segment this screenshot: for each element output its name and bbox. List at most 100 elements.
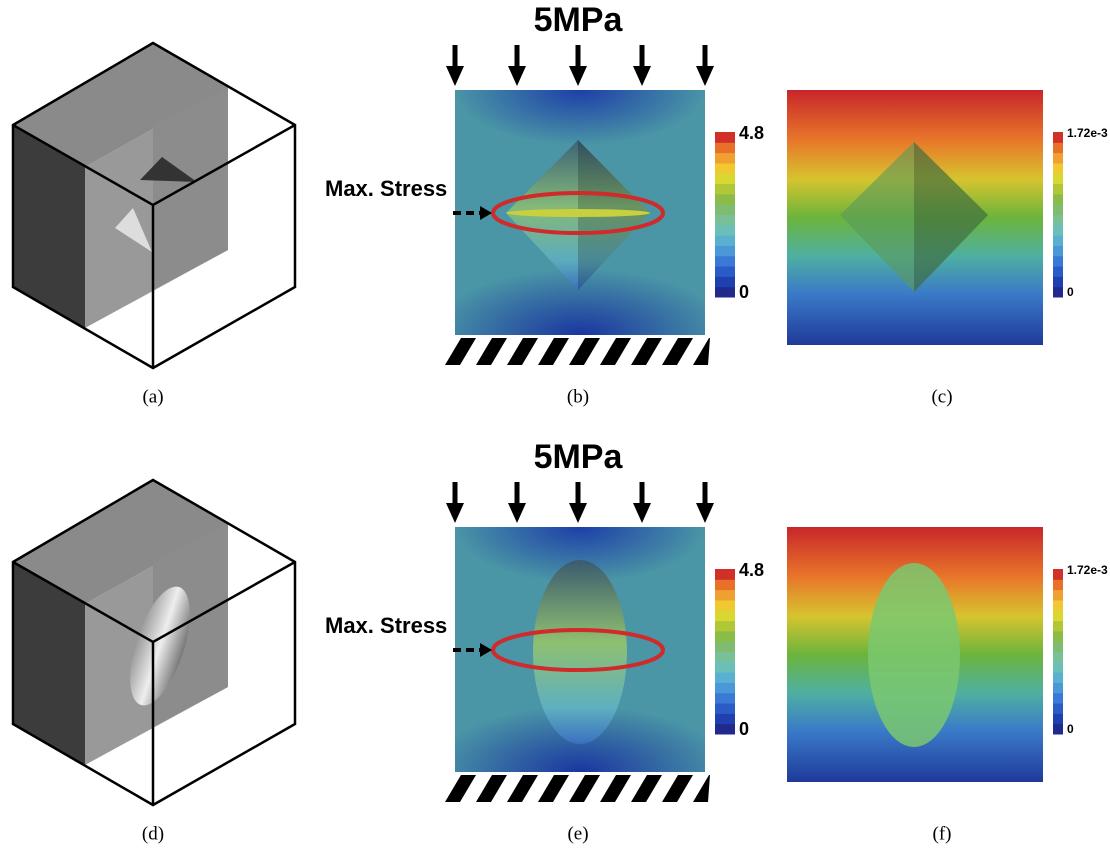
colorbar-swatch <box>1053 245 1063 256</box>
colorbar-swatch <box>1053 703 1063 714</box>
colorbar-swatch <box>1053 610 1063 621</box>
colorbar-swatch <box>715 713 735 724</box>
colorbar-swatch <box>715 631 735 642</box>
colorbar-swatch <box>715 215 735 226</box>
load-arrowhead <box>508 503 526 523</box>
colorbar-max-label: 1.72e-3 <box>1067 126 1108 140</box>
colorbar-swatch <box>715 724 735 735</box>
colorbar-swatch <box>1053 184 1063 195</box>
colorbar-swatch <box>715 184 735 195</box>
colorbar-swatch <box>1053 173 1063 184</box>
colorbar-swatch <box>1053 266 1063 277</box>
colorbar-max-label: 4.8 <box>739 560 764 580</box>
colorbar-swatch <box>1053 693 1063 704</box>
colorbar-swatch <box>715 245 735 256</box>
load-arrowhead <box>508 66 526 86</box>
max-stress-band <box>506 209 650 217</box>
colorbar-swatch <box>715 225 735 236</box>
colorbar-min-label: 0 <box>1067 722 1074 736</box>
colorbar-swatch <box>715 590 735 601</box>
load-arrowhead <box>446 66 464 86</box>
colorbar-swatch <box>1053 662 1063 673</box>
colorbar-swatch <box>1053 621 1063 632</box>
panel-label: (a) <box>142 386 163 407</box>
load-arrowhead <box>696 503 714 523</box>
colorbar-swatch <box>1053 235 1063 246</box>
colorbar-swatch <box>1053 672 1063 683</box>
colorbar-min-label: 0 <box>739 719 749 739</box>
colorbar-swatch <box>1053 215 1063 226</box>
load-arrowhead <box>633 66 651 86</box>
load-arrowhead <box>633 503 651 523</box>
colorbar-swatch <box>715 610 735 621</box>
colorbar-swatch <box>1053 256 1063 267</box>
colorbar-swatch <box>1053 287 1063 298</box>
colorbar-max-label: 1.72e-3 <box>1067 563 1108 577</box>
colorbar-swatch <box>1053 132 1063 143</box>
figure-row: (d) 5MPa Max. Stress 4.8 0 (e) 1.72e-3 0 (f) <box>13 438 1108 844</box>
colorbar-swatch <box>1053 724 1063 735</box>
colorbar-swatch <box>715 276 735 287</box>
cube-panel <box>13 43 295 368</box>
load-label: 5MPa <box>534 1 624 39</box>
colorbar-swatch <box>715 579 735 590</box>
colorbar-swatch <box>1053 579 1063 590</box>
load-arrowhead <box>696 66 714 86</box>
colorbar-swatch <box>715 693 735 704</box>
load-label: 5MPa <box>534 438 624 476</box>
colorbar-swatch <box>715 682 735 693</box>
colorbar-swatch <box>1053 590 1063 601</box>
colorbar-swatch <box>1053 682 1063 693</box>
colorbar-swatch <box>715 266 735 277</box>
colorbar-swatch <box>1053 225 1063 236</box>
colorbar-swatch <box>715 204 735 215</box>
figure-row: (a) 5MPa Max. Stress 4.8 0 (b) 1.72e-3 0 (c) <box>13 1 1108 407</box>
cube-panel <box>13 480 295 805</box>
figure: (a) 5MPa Max. Stress 4.8 0 (b) 1.72e-3 0 (c) (d) 5… <box>0 0 1110 849</box>
colorbar-swatch <box>1053 600 1063 611</box>
colorbar-swatch <box>1053 153 1063 164</box>
colorbar-swatch <box>715 672 735 683</box>
colorbar-swatch <box>1053 276 1063 287</box>
colorbar-swatch <box>715 173 735 184</box>
colorbar-swatch <box>715 287 735 298</box>
annotation: Max. Stress <box>325 176 447 201</box>
colorbar-swatch <box>1053 641 1063 652</box>
colorbar-swatch <box>715 641 735 652</box>
panel-label: (f) <box>933 823 952 844</box>
colorbar-swatch <box>1053 204 1063 215</box>
colorbar-swatch <box>1053 569 1063 580</box>
colorbar-swatch <box>1053 652 1063 663</box>
load-arrowhead <box>569 503 587 523</box>
colorbar-swatch <box>715 132 735 143</box>
colorbar-swatch <box>715 163 735 174</box>
colorbar-swatch <box>1053 194 1063 205</box>
panel-label: (e) <box>567 823 588 844</box>
panel-label: (b) <box>567 386 589 407</box>
colorbar-swatch <box>715 600 735 611</box>
colorbar-swatch <box>1053 631 1063 642</box>
annotation: Max. Stress <box>325 613 447 638</box>
colorbar-swatch <box>715 194 735 205</box>
colorbar-swatch <box>715 235 735 246</box>
colorbar-swatch <box>715 703 735 714</box>
colorbar-swatch <box>715 569 735 580</box>
colorbar-swatch <box>715 153 735 164</box>
colorbar-min-label: 0 <box>1067 285 1074 299</box>
inclusion <box>533 560 627 744</box>
colorbar-swatch <box>1053 142 1063 153</box>
colorbar-max-label: 4.8 <box>739 123 764 143</box>
colorbar-swatch <box>715 256 735 267</box>
colorbar-swatch <box>715 142 735 153</box>
colorbar-swatch <box>1053 713 1063 724</box>
load-arrowhead <box>569 66 587 86</box>
colorbar-swatch <box>715 652 735 663</box>
panel-label: (d) <box>142 823 164 844</box>
inclusion <box>868 563 960 747</box>
colorbar-swatch <box>715 662 735 673</box>
panel-label: (c) <box>931 386 952 407</box>
colorbar-min-label: 0 <box>739 282 749 302</box>
colorbar-swatch <box>715 621 735 632</box>
colorbar-swatch <box>1053 163 1063 174</box>
load-arrowhead <box>446 503 464 523</box>
